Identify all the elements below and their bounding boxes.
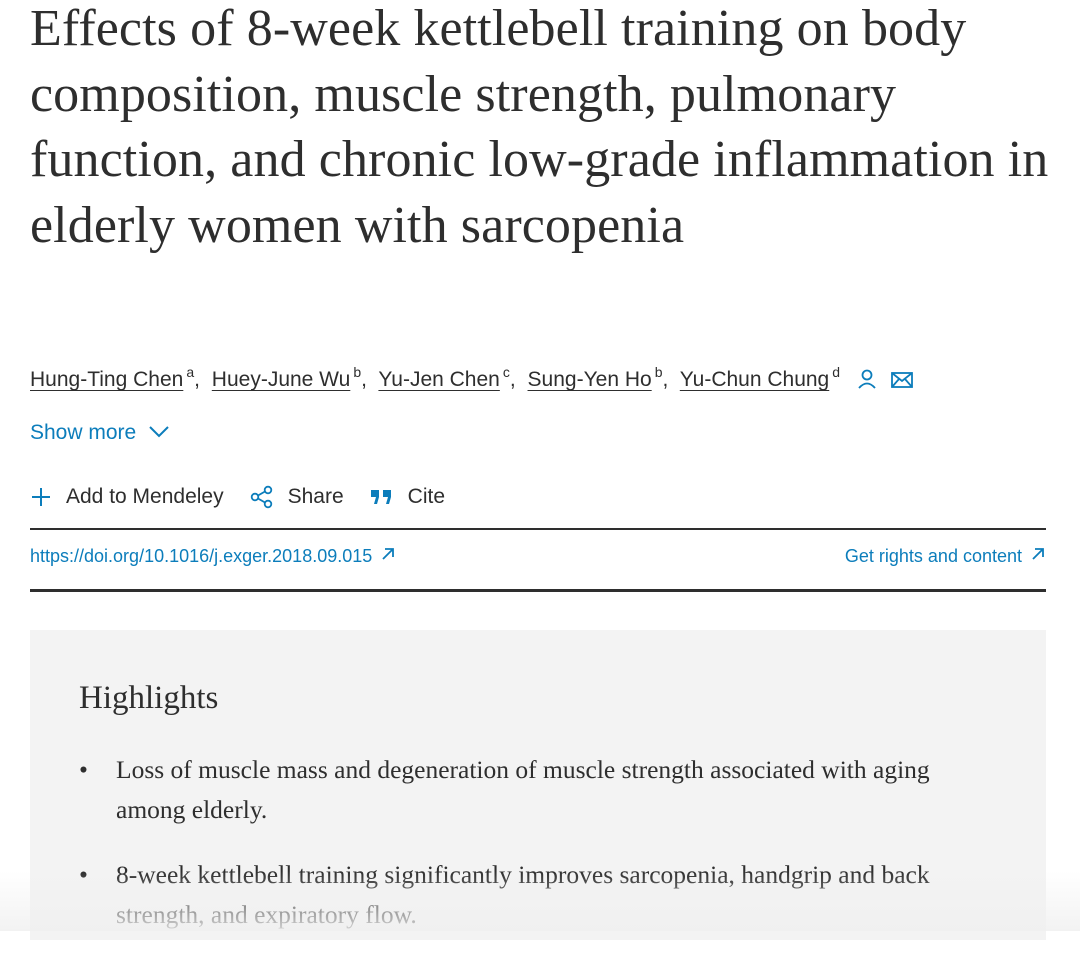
show-more-button[interactable]: Show more <box>30 421 170 445</box>
highlights-title: Highlights <box>79 680 219 716</box>
author-separator: , <box>662 368 669 391</box>
affiliation-mark[interactable]: a <box>186 364 195 380</box>
divider <box>30 528 1046 530</box>
cite-button[interactable]: Cite <box>370 485 445 509</box>
affiliation-mark[interactable]: d <box>832 364 841 380</box>
external-link-icon <box>380 546 396 567</box>
doi-text: https://doi.org/10.1016/j.exger.2018.09.… <box>30 546 373 566</box>
doi-link[interactable]: https://doi.org/10.1016/j.exger.2018.09.… <box>30 546 396 567</box>
highlight-item: • 8-week kettlebell training significant… <box>79 855 979 935</box>
highlight-text: Loss of muscle mass and degeneration of … <box>116 755 930 824</box>
get-rights-link[interactable]: Get rights and content <box>845 546 1046 567</box>
affiliation-mark[interactable]: c <box>502 364 510 380</box>
rights-text: Get rights and content <box>844 546 1022 566</box>
affiliation-mark[interactable]: b <box>353 364 362 380</box>
highlights-panel: Highlights • Loss of muscle mass and deg… <box>30 630 1046 940</box>
chevron-down-icon <box>148 421 170 445</box>
plus-icon <box>30 486 52 508</box>
author-link[interactable]: Huey-June Wu <box>211 368 351 391</box>
article-title: Effects of 8-week kettlebell training on… <box>30 0 1049 254</box>
author-link[interactable]: Yu-Jen Chen <box>378 368 500 391</box>
affiliation-mark[interactable]: b <box>654 364 663 380</box>
author-link[interactable]: Yu-Chun Chung <box>679 368 830 391</box>
author-item: Hung-Ting Chen a <box>30 364 194 391</box>
share-label: Share <box>287 485 344 508</box>
add-to-mendeley-button[interactable]: Add to Mendeley <box>30 485 224 509</box>
mendeley-label: Add to Mendeley <box>66 485 224 508</box>
bullet: • <box>79 860 88 889</box>
highlight-item: • Loss of muscle mass and degeneration o… <box>79 750 979 830</box>
show-more-label: Show more <box>30 421 137 444</box>
author-separator: , <box>194 368 200 391</box>
quote-icon <box>370 487 394 507</box>
author-separator: , <box>361 368 367 391</box>
author-separator: , <box>509 368 516 391</box>
share-button[interactable]: Share <box>250 485 344 509</box>
mail-icon[interactable] <box>890 368 914 400</box>
author-item: Sung-Yen Ho b <box>527 364 663 391</box>
article-toolbar: Add to Mendeley Share <box>30 485 471 509</box>
highlight-text: 8-week kettlebell training significantly… <box>116 860 930 929</box>
author-item: Yu-Chun Chung d <box>679 364 840 391</box>
author-list: Hung-Ting Chen a, Huey-June Wu b, Yu-Jen C… <box>30 356 1046 400</box>
cite-label: Cite <box>407 485 446 508</box>
person-icon[interactable] <box>856 368 878 400</box>
author-link[interactable]: Hung-Ting Chen <box>30 368 184 391</box>
external-link-icon <box>1030 546 1046 567</box>
bullet: • <box>79 755 88 784</box>
author-item: Yu-Jen Chen c <box>378 364 509 391</box>
highlights-list: • Loss of muscle mass and degeneration o… <box>79 750 979 960</box>
divider <box>30 589 1046 592</box>
author-item: Huey-June Wu b <box>211 364 361 391</box>
share-icon <box>250 485 274 509</box>
doi-row: https://doi.org/10.1016/j.exger.2018.09.… <box>30 546 1046 567</box>
author-link[interactable]: Sung-Yen Ho <box>527 368 652 391</box>
